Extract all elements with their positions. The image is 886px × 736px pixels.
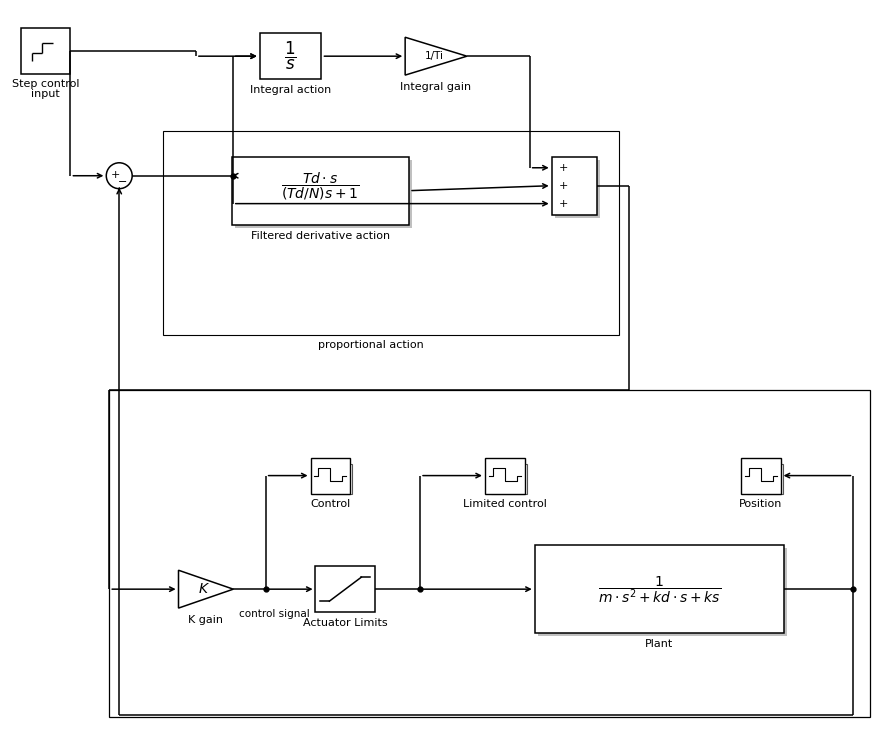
Text: Integral gain: Integral gain	[400, 82, 471, 92]
Bar	[260, 33, 321, 79]
Text: K: K	[198, 582, 207, 596]
Text: Filtered derivative action: Filtered derivative action	[251, 230, 390, 241]
Text: Control: Control	[310, 500, 350, 509]
Text: +: +	[558, 181, 568, 191]
Text: $\dfrac{1}{s}$: $\dfrac{1}{s}$	[284, 40, 297, 72]
Bar	[554, 160, 600, 218]
Bar	[109, 390, 869, 717]
Text: K gain: K gain	[188, 615, 223, 625]
Text: $\dfrac{1}{m \cdot s^2+kd \cdot s+ks}$: $\dfrac{1}{m \cdot s^2+kd \cdot s+ks}$	[597, 573, 720, 605]
Text: +: +	[558, 163, 568, 173]
Bar	[163, 131, 618, 335]
Bar	[740, 458, 780, 494]
Bar	[490, 464, 526, 494]
Text: Limited control: Limited control	[462, 500, 546, 509]
Text: 1/Ti: 1/Ti	[424, 52, 443, 61]
Text: proportional action: proportional action	[318, 340, 424, 350]
Text: Plant: Plant	[644, 639, 672, 649]
Polygon shape	[178, 570, 233, 608]
Bar	[231, 157, 408, 224]
Text: +: +	[558, 199, 568, 208]
Bar	[235, 160, 412, 227]
Bar	[537, 548, 786, 636]
Bar	[534, 545, 783, 633]
Bar	[316, 464, 352, 494]
Text: Integral action: Integral action	[250, 85, 330, 95]
Text: Position: Position	[738, 500, 781, 509]
Bar	[315, 566, 375, 612]
Text: $\dfrac{Td \cdot s}{(Td/N)s+1}$: $\dfrac{Td \cdot s}{(Td/N)s+1}$	[281, 171, 359, 202]
Text: Actuator Limits: Actuator Limits	[303, 618, 387, 628]
Text: input: input	[31, 89, 60, 99]
Text: control signal: control signal	[238, 609, 309, 619]
Bar	[485, 458, 525, 494]
Polygon shape	[405, 38, 466, 75]
Bar	[20, 28, 70, 74]
Bar	[746, 464, 781, 494]
Text: +: +	[111, 170, 120, 180]
Bar	[551, 157, 597, 215]
Bar	[310, 458, 350, 494]
Text: −: −	[118, 177, 127, 187]
Text: Step control: Step control	[12, 79, 79, 89]
